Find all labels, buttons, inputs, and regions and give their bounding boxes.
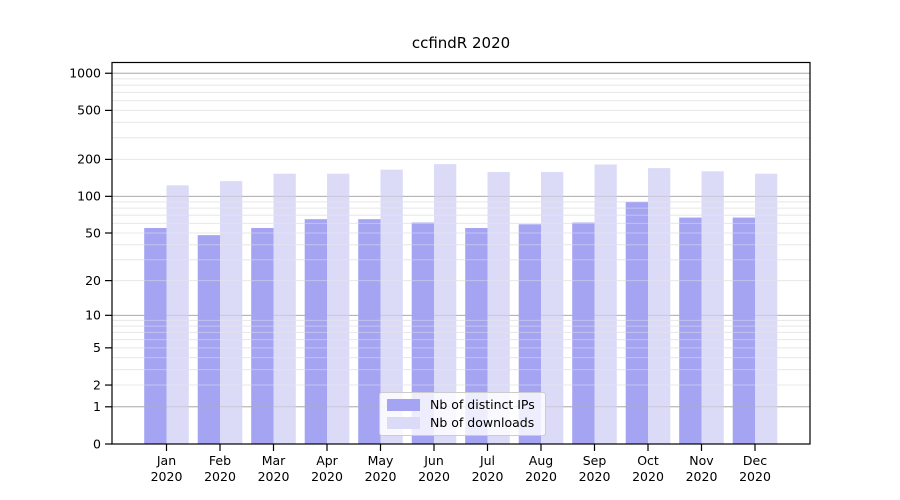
bar-nb-of-distinct-ips-may <box>358 219 381 444</box>
x-tick-label-year-nov: 2020 <box>686 469 718 484</box>
bar-nb-of-distinct-ips-oct <box>625 201 648 444</box>
x-tick-label-year-feb: 2020 <box>204 469 236 484</box>
bar-nb-of-distinct-ips-feb <box>197 235 220 444</box>
y-tick-label-10: 10 <box>85 308 101 323</box>
legend-swatch-distinct-ips <box>387 399 420 411</box>
bar-nb-of-downloads-apr <box>327 173 350 444</box>
y-tick-label-500: 500 <box>77 103 101 118</box>
bar-nb-of-downloads-jul <box>487 171 510 444</box>
y-tick-label-5: 5 <box>93 340 101 355</box>
x-tick-label-year-jan: 2020 <box>151 469 183 484</box>
legend-swatch-downloads <box>387 417 420 429</box>
x-tick-label-month-jul: Jul <box>479 453 495 468</box>
bar-nb-of-downloads-jan <box>166 185 189 444</box>
bar-nb-of-distinct-ips-nov <box>679 217 702 444</box>
x-axis: Jan2020Feb2020Mar2020Apr2020May2020Jun20… <box>151 444 771 484</box>
x-tick-label-year-sep: 2020 <box>579 469 611 484</box>
x-tick-label-month-mar: Mar <box>262 453 286 468</box>
legend: Nb of distinct IPs Nb of downloads <box>379 392 546 436</box>
bar-nb-of-distinct-ips-dec <box>732 217 755 444</box>
x-tick-label-month-oct: Oct <box>637 453 659 468</box>
legend-item-downloads: Nb of downloads <box>387 416 535 430</box>
bar-nb-of-downloads-oct <box>648 168 671 444</box>
bar-nb-of-distinct-ips-jul <box>465 227 488 444</box>
bar-nb-of-downloads-mar <box>273 173 296 444</box>
y-tick-label-20: 20 <box>85 273 101 288</box>
x-tick-label-year-aug: 2020 <box>525 469 557 484</box>
x-tick-label-year-apr: 2020 <box>311 469 343 484</box>
bar-nb-of-distinct-ips-mar <box>251 227 274 444</box>
legend-label-downloads: Nb of downloads <box>430 415 535 430</box>
x-tick-label-year-jul: 2020 <box>472 469 504 484</box>
bar-nb-of-downloads-nov <box>701 171 724 444</box>
y-tick-label-1: 1 <box>93 399 101 414</box>
bar-nb-of-downloads-may <box>380 169 403 444</box>
bar-nb-of-distinct-ips-jun <box>411 222 434 444</box>
plot-frame <box>111 61 811 445</box>
x-tick-label-month-dec: Dec <box>743 453 767 468</box>
gridlines-overlay <box>112 72 810 408</box>
y-tick-label-100: 100 <box>77 189 101 204</box>
chart-title: ccfindR 2020 <box>411 34 511 52</box>
y-tick-label-50: 50 <box>85 225 101 240</box>
bar-nb-of-distinct-ips-aug <box>518 224 541 444</box>
x-tick-label-month-feb: Feb <box>209 453 231 468</box>
x-tick-label-month-aug: Aug <box>529 453 553 468</box>
x-tick-label-month-may: May <box>368 453 394 468</box>
x-tick-label-month-jan: Jan <box>156 453 176 468</box>
x-tick-label-year-oct: 2020 <box>632 469 664 484</box>
x-tick-label-month-jun: Jun <box>423 453 444 468</box>
bar-nb-of-downloads-sep <box>594 164 617 444</box>
legend-item-distinct-ips: Nb of distinct IPs <box>387 398 535 412</box>
bar-nb-of-downloads-dec <box>755 173 778 444</box>
bar-nb-of-downloads-aug <box>541 171 564 444</box>
legend-label-distinct-ips: Nb of distinct IPs <box>430 397 535 412</box>
x-tick-label-year-mar: 2020 <box>258 469 290 484</box>
y-tick-label-1000: 1000 <box>69 66 101 81</box>
x-tick-label-year-may: 2020 <box>365 469 397 484</box>
x-tick-label-month-nov: Nov <box>689 453 714 468</box>
x-tick-label-month-apr: Apr <box>316 453 338 468</box>
y-tick-label-0: 0 <box>93 436 101 451</box>
bar-nb-of-distinct-ips-apr <box>304 219 327 444</box>
bar-nb-of-downloads-jun <box>434 164 457 444</box>
bar-nb-of-distinct-ips-jan <box>144 227 167 444</box>
bar-nb-of-downloads-feb <box>220 181 243 444</box>
bar-nb-of-distinct-ips-sep <box>572 222 595 444</box>
x-tick-label-month-sep: Sep <box>583 453 607 468</box>
x-tick-label-year-jun: 2020 <box>418 469 450 484</box>
y-tick-label-2: 2 <box>93 377 101 392</box>
x-tick-label-year-dec: 2020 <box>739 469 771 484</box>
bars <box>144 164 778 444</box>
y-tick-label-200: 200 <box>77 152 101 167</box>
